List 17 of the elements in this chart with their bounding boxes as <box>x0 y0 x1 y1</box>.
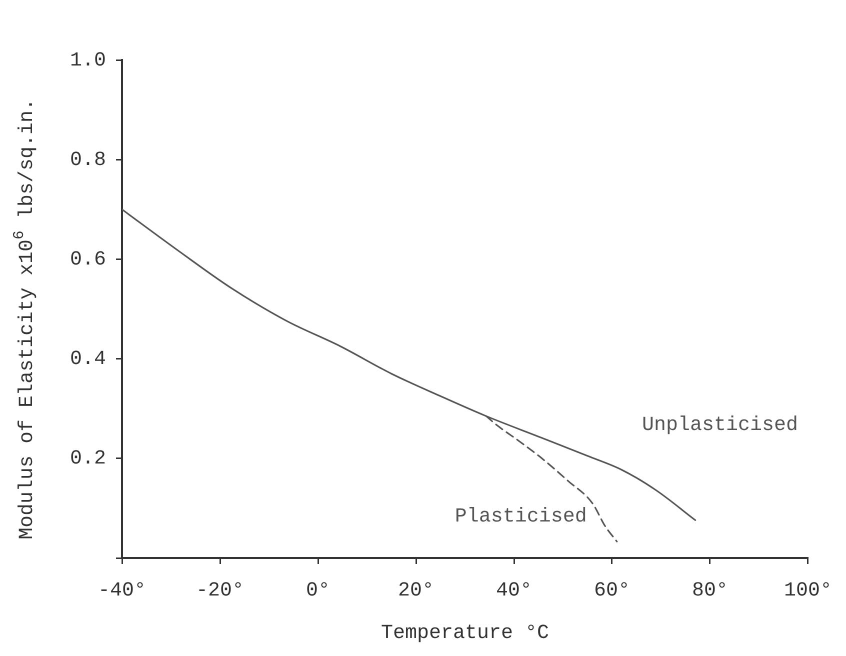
x-tick-label: 20° <box>398 579 434 602</box>
x-tick-label: -40° <box>98 579 146 602</box>
series-label: Plasticised <box>454 506 587 529</box>
x-tick-label: 100° <box>784 579 832 602</box>
y-tick-label: 0.8 <box>70 148 106 172</box>
x-tick-label: -20° <box>196 579 244 602</box>
x-axis-title: Temperature °C <box>380 622 550 645</box>
x-tick-label: 60° <box>594 579 630 602</box>
y-tick-label: 1.0 <box>70 49 106 72</box>
x-tick-label: 80° <box>692 579 728 602</box>
y-axis-title: Modulus of Elasticity x106 lbs/sq.in. <box>11 98 39 540</box>
y-tick-label: 0.6 <box>70 248 106 272</box>
x-tick-label: 40° <box>496 579 532 602</box>
y-tick-label: 0.2 <box>70 448 106 471</box>
x-tick-label: 0° <box>306 579 330 602</box>
y-tick-label: 0.4 <box>70 348 106 372</box>
series-label: Unplasticised <box>642 414 798 438</box>
